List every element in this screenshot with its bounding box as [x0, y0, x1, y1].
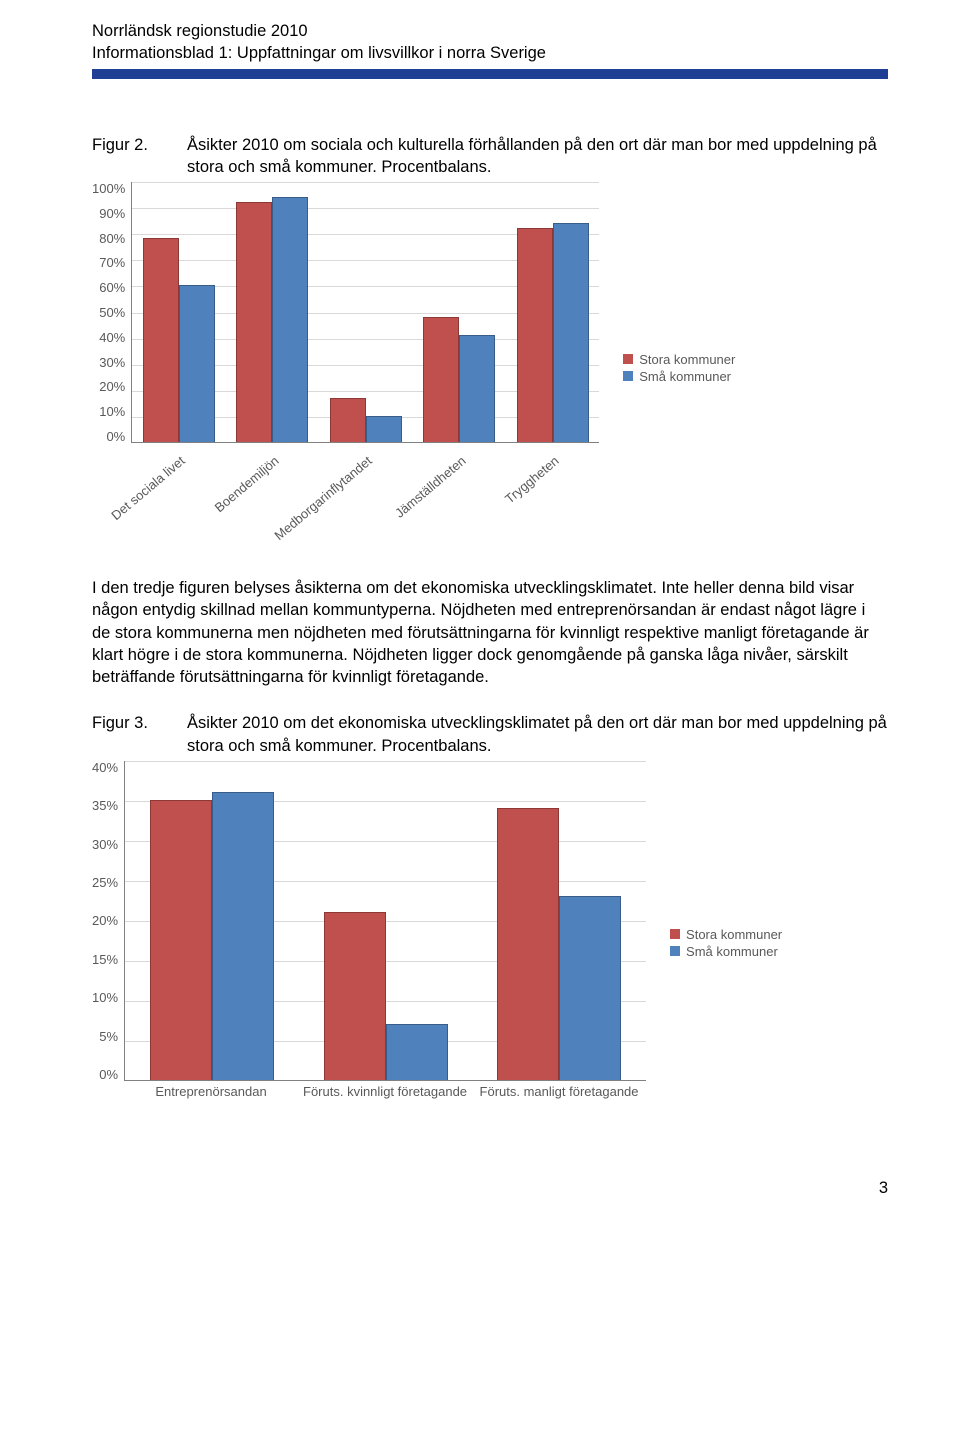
figure-3-label: Figur 3. — [92, 712, 187, 757]
legend-swatch — [670, 929, 680, 939]
bar-group — [125, 792, 299, 1080]
legend-item: Små kommuner — [623, 369, 773, 384]
bar-series-a — [236, 202, 272, 442]
figure-2-caption-text: Åsikter 2010 om sociala och kulturella f… — [187, 134, 888, 179]
y-tick-label: 10% — [92, 991, 118, 1004]
header-rule — [92, 69, 888, 79]
y-tick-label: 70% — [99, 256, 125, 269]
body-paragraph: I den tredje figuren belyses åsikterna o… — [92, 577, 888, 688]
y-tick-label: 5% — [99, 1030, 118, 1043]
bar-group — [506, 223, 599, 442]
page-number: 3 — [92, 1179, 888, 1198]
bar-series-b — [272, 197, 308, 442]
bar-group — [472, 808, 646, 1080]
y-tick-label: 25% — [92, 876, 118, 889]
y-tick-label: 0% — [99, 1068, 118, 1081]
y-tick-label: 15% — [92, 953, 118, 966]
figure-3-chart: 40% 35% 30% 25% 20% 15% 10% 5% 0% Entreprenörsand… — [92, 761, 888, 1125]
legend-label: Små kommuner — [686, 944, 778, 959]
y-tick-label: 30% — [92, 838, 118, 851]
figure-3-caption-text: Åsikter 2010 om det ekonomiska utvecklin… — [187, 712, 888, 757]
y-tick-label: 40% — [92, 761, 118, 774]
bar-series-a — [324, 912, 386, 1080]
x-tick-label: Föruts. kvinnligt företagande — [298, 1085, 472, 1100]
y-tick-label: 30% — [99, 356, 125, 369]
legend-item: Stora kommuner — [623, 352, 773, 367]
y-tick-label: 80% — [99, 232, 125, 245]
legend-swatch — [670, 946, 680, 956]
plot-area — [124, 761, 646, 1081]
y-axis-labels: 100% 90% 80% 70% 60% 50% 40% 30% 20% 10% 0% — [92, 182, 131, 443]
plot-column: EntreprenörsandanFöruts. kvinnligt föret… — [124, 761, 646, 1125]
bars-row — [125, 761, 646, 1080]
x-tick-label: Föruts. manligt företagande — [472, 1085, 646, 1100]
chart-body: 100% 90% 80% 70% 60% 50% 40% 30% 20% 10% 0% Det soc… — [92, 182, 599, 553]
legend-label: Stora kommuner — [639, 352, 735, 367]
legend-item: Små kommuner — [670, 944, 820, 959]
bar-group — [226, 197, 319, 442]
y-tick-label: 60% — [99, 281, 125, 294]
y-tick-label: 20% — [92, 914, 118, 927]
x-axis-labels: Det sociala livetBoendemiljönMedborgarin… — [131, 443, 599, 553]
bar-series-a — [150, 800, 212, 1080]
bar-series-a — [497, 808, 559, 1080]
y-tick-label: 0% — [106, 430, 125, 443]
bar-series-b — [553, 223, 589, 442]
plot-column: Det sociala livetBoendemiljönMedborgarin… — [131, 182, 599, 553]
page: Norrländsk regionstudie 2010 Information… — [0, 0, 960, 1218]
bar-series-b — [366, 416, 402, 442]
legend-swatch — [623, 371, 633, 381]
bar-series-b — [559, 896, 621, 1080]
bar-series-b — [459, 335, 495, 442]
legend-swatch — [623, 354, 633, 364]
x-tick-label: Entreprenörsandan — [124, 1085, 298, 1100]
y-tick-label: 20% — [99, 380, 125, 393]
bar-group — [319, 398, 412, 442]
header-line-1: Norrländsk regionstudie 2010 — [92, 20, 888, 42]
y-tick-label: 50% — [99, 306, 125, 319]
plot-area — [131, 182, 599, 443]
y-tick-label: 100% — [92, 182, 125, 195]
bar-series-b — [179, 285, 215, 442]
y-tick-label: 10% — [99, 405, 125, 418]
legend-label: Små kommuner — [639, 369, 731, 384]
figure-2-label: Figur 2. — [92, 134, 187, 179]
y-tick-label: 90% — [99, 207, 125, 220]
bar-series-a — [143, 238, 179, 442]
bar-series-b — [212, 792, 274, 1080]
chart-body: 40% 35% 30% 25% 20% 15% 10% 5% 0% Entreprenörsand… — [92, 761, 646, 1125]
legend: Stora kommuner Små kommuner — [599, 237, 773, 498]
bar-series-a — [330, 398, 366, 442]
y-tick-label: 40% — [99, 331, 125, 344]
legend: Stora kommuner Små kommuner — [646, 783, 820, 1103]
bar-group — [132, 238, 225, 442]
figure-3-caption: Figur 3. Åsikter 2010 om det ekonomiska … — [92, 712, 888, 757]
figure-2-chart: 100% 90% 80% 70% 60% 50% 40% 30% 20% 10% 0% Det soc… — [92, 182, 888, 553]
y-tick-label: 35% — [92, 799, 118, 812]
bar-series-a — [517, 228, 553, 442]
x-axis-labels: EntreprenörsandanFöruts. kvinnligt föret… — [124, 1081, 646, 1125]
bar-series-a — [423, 317, 459, 442]
bars-row — [132, 182, 599, 442]
figure-2-caption: Figur 2. Åsikter 2010 om sociala och kul… — [92, 134, 888, 179]
bar-group — [412, 317, 505, 442]
header-line-2: Informationsblad 1: Uppfattningar om liv… — [92, 42, 888, 64]
legend-item: Stora kommuner — [670, 927, 820, 942]
y-axis-labels: 40% 35% 30% 25% 20% 15% 10% 5% 0% — [92, 761, 124, 1081]
legend-label: Stora kommuner — [686, 927, 782, 942]
bar-group — [299, 912, 473, 1080]
bar-series-b — [386, 1024, 448, 1080]
